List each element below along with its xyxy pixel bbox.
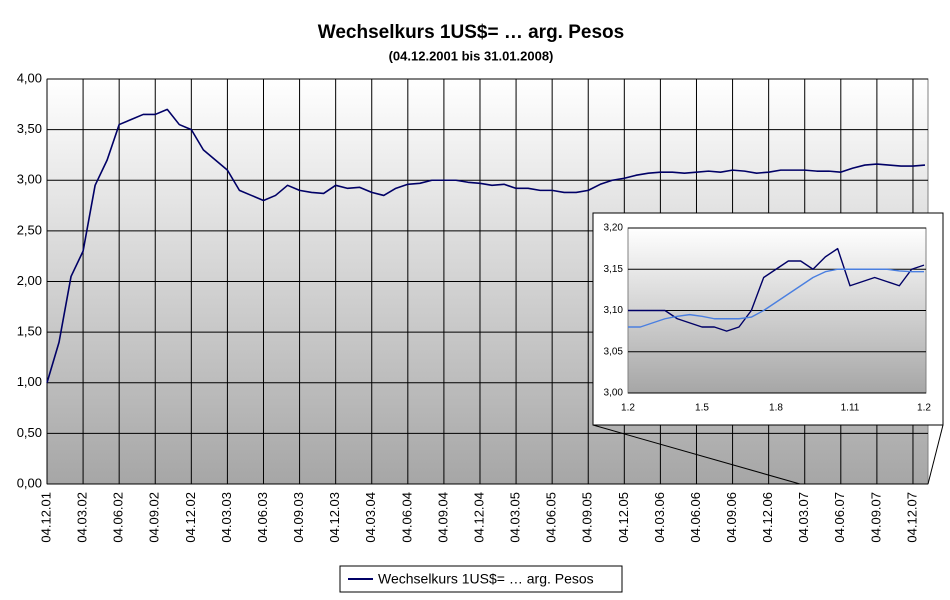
zoom-connector	[592, 424, 801, 485]
x-tick-label: 1.11	[841, 403, 860, 414]
zoom-connector	[927, 424, 944, 485]
y-tick-label: 0,50	[17, 425, 42, 440]
legend	[339, 565, 623, 593]
x-tick-label: 04.12.05	[616, 492, 631, 543]
y-tick-label: 3,10	[604, 305, 624, 316]
x-tick-label: 04.06.07	[832, 492, 847, 543]
x-tick-label: 1.2	[917, 403, 931, 414]
x-tick-label: 04.09.02	[147, 492, 162, 543]
y-tick-label: 2,50	[17, 222, 42, 237]
x-tick-label: 1.5	[695, 403, 709, 414]
x-tick-label: 1.8	[769, 403, 783, 414]
x-tick-label: 04.06.03	[255, 492, 270, 543]
x-tick-label: 04.09.05	[580, 492, 595, 543]
y-tick-label: 3,00	[17, 172, 42, 187]
x-tick-label: 04.12.01	[38, 492, 53, 543]
x-tick-label: 04.09.06	[724, 492, 739, 543]
inset-plot: 3,00 3,05 3,10 3,15 3,20 1.2 1.5 1.8 1.11 1.2	[604, 223, 932, 414]
x-tick-label: 04.06.02	[111, 492, 126, 543]
x-tick-label: 04.12.03	[327, 492, 342, 543]
data-line	[628, 247, 925, 332]
y-tick-label: 0,00	[17, 475, 42, 490]
legend-label: Wechselkurs 1US$= … arg. Pesos	[378, 571, 594, 587]
chart-subtitle: (04.12.2001 bis 31.01.2008)	[389, 48, 554, 63]
x-tick-label: 04.03.02	[75, 492, 90, 543]
x-tick-label: 04.03.04	[363, 492, 378, 543]
y-tick-label: 3,05	[604, 346, 624, 357]
x-tick-label: 04.06.04	[399, 492, 414, 543]
x-tick-label: 04.12.06	[760, 492, 775, 543]
y-tick-label: 3,50	[17, 121, 42, 136]
y-tick-label: 3,20	[604, 223, 624, 234]
y-tick-label: 1,50	[17, 324, 42, 339]
x-tick-label: 04.12.07	[904, 492, 919, 543]
data-line	[628, 268, 924, 328]
data-line	[46, 108, 926, 383]
x-tick-label: 04.03.06	[652, 492, 667, 543]
y-tick-label: 1,00	[17, 374, 42, 389]
y-tick-label: 3,00	[604, 388, 624, 399]
x-tick-label: 04.12.04	[471, 492, 486, 543]
x-tick-label: 04.03.05	[508, 492, 523, 543]
y-tick-label: 4,00	[17, 70, 42, 85]
x-tick-label: 04.03.07	[796, 492, 811, 543]
x-tick-label: 04.06.06	[688, 492, 703, 543]
x-tick-label: 1.2	[621, 403, 635, 414]
x-tick-label: 04.06.05	[544, 492, 559, 543]
chart-title: Wechselkurs 1US$= … arg. Pesos	[318, 22, 624, 43]
x-tick-label: 04.03.03	[219, 492, 234, 543]
y-tick-label: 3,15	[604, 264, 624, 275]
x-tick-label: 04.12.02	[183, 492, 198, 543]
x-tick-label: 04.09.04	[435, 492, 450, 543]
x-tick-label: 04.09.03	[291, 492, 306, 543]
y-tick-label: 2,00	[17, 273, 42, 288]
x-tick-label: 04.09.07	[868, 492, 883, 543]
